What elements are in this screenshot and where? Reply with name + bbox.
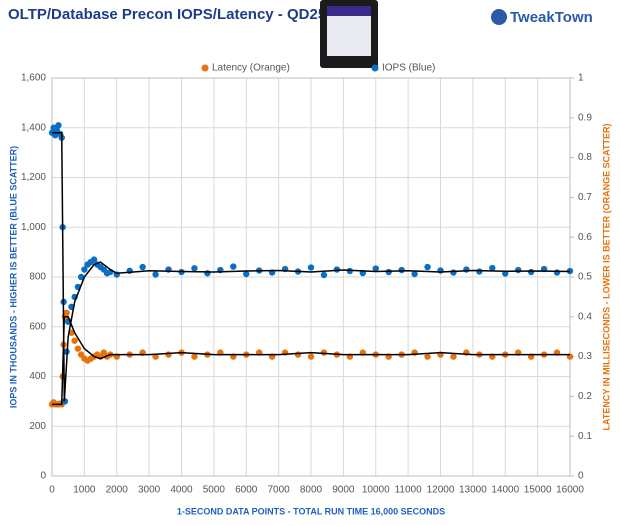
legend-label: IOPS (Blue) (382, 63, 435, 74)
y-tick-label: 0 (40, 471, 46, 482)
product-image (320, 0, 378, 68)
x-tick-label: 16000 (556, 485, 584, 496)
scatter-point (411, 270, 418, 278)
scatter-point (450, 353, 457, 360)
y2-tick-label: 0.6 (578, 232, 592, 243)
plot-frame (51, 77, 571, 477)
legend-label: Latency (Orange) (212, 63, 290, 74)
scatter-point (489, 264, 496, 272)
y2-tick-label: 0.8 (578, 152, 592, 163)
scatter-point (139, 263, 146, 271)
y-axis-label: IOPS IN THOUSANDS - HIGHER IS BETTER (BL… (8, 146, 18, 408)
y2-tick-label: 0.5 (578, 272, 592, 283)
scatter-point (307, 353, 315, 360)
y-tick-label: 200 (29, 421, 46, 432)
x-tick-label: 7000 (268, 485, 291, 496)
scatter-point (294, 351, 302, 358)
y2-tick-label: 0.7 (578, 192, 592, 203)
scatter-point (398, 266, 405, 274)
legend-marker (201, 64, 209, 72)
y-tick-label: 600 (29, 321, 46, 332)
y2-tick-label: 0.2 (578, 391, 592, 402)
scatter-point (74, 345, 82, 352)
x-tick-label: 10000 (362, 485, 390, 496)
x-axis-label: 1-SECOND DATA POINTS - TOTAL RUN TIME 16… (177, 506, 445, 516)
x-tick-label: 11000 (395, 485, 423, 496)
x-tick-label: 15000 (524, 485, 552, 496)
scatter-point (243, 270, 250, 278)
x-tick-label: 1000 (73, 485, 96, 496)
y2-axis-label: LATENCY IN MILLISECONDS - LOWER IS BETTE… (601, 123, 611, 430)
scatter-point (476, 268, 483, 275)
x-tick-label: 8000 (300, 485, 323, 496)
scatter-point (307, 264, 315, 271)
brand-logo (491, 9, 507, 25)
x-tick-label: 0 (49, 485, 55, 496)
y-tick-label: 1,000 (21, 222, 46, 233)
x-tick-label: 3000 (138, 485, 161, 496)
scatter-point (77, 273, 85, 281)
x-tick-label: 9000 (332, 485, 355, 496)
scatter-point (191, 353, 198, 360)
brand-name: TweakTown (510, 9, 593, 26)
x-tick-label: 4000 (170, 485, 193, 496)
trend-line (52, 316, 570, 406)
scatter-point (204, 270, 211, 277)
y-tick-label: 400 (29, 371, 46, 382)
scatter-point (320, 271, 328, 279)
scatter-point (424, 353, 431, 360)
scatter-point (385, 268, 392, 276)
y-tick-label: 1,600 (21, 73, 46, 84)
scatter-point (372, 265, 379, 272)
x-tick-label: 2000 (106, 485, 129, 496)
legend-marker (371, 64, 379, 72)
y-tick-label: 1,200 (21, 172, 46, 183)
scatter-point (230, 263, 237, 270)
y2-tick-label: 1 (578, 73, 584, 84)
scatter-point (450, 269, 457, 276)
y2-tick-label: 0.4 (578, 311, 592, 322)
y2-tick-label: 0.9 (578, 112, 592, 123)
scatter-point (515, 266, 522, 274)
scatter-point (52, 132, 59, 139)
scatter-point (165, 351, 172, 358)
chart-title: OLTP/Database Precon IOPS/Latency - QD25… (8, 6, 335, 23)
y-tick-label: 800 (29, 272, 46, 283)
scatter-point (90, 256, 98, 263)
x-tick-label: 12000 (427, 485, 455, 496)
y2-tick-label: 0.3 (578, 351, 592, 362)
scatter-point (63, 309, 70, 317)
x-tick-label: 13000 (459, 485, 487, 496)
x-tick-label: 5000 (203, 485, 226, 496)
scatter-point (463, 266, 470, 273)
scatter-point (152, 271, 159, 278)
scatter-point (553, 269, 561, 276)
y-tick-label: 1,400 (21, 122, 46, 133)
scatter-point (71, 337, 78, 344)
x-tick-label: 14000 (491, 485, 519, 496)
scatter-point (81, 266, 88, 273)
y2-tick-label: 0 (578, 471, 584, 482)
scatter-point (527, 268, 535, 276)
trend-line (52, 131, 571, 402)
y2-tick-label: 0.1 (578, 431, 592, 442)
scatter-point (424, 263, 431, 271)
scatter-point (333, 266, 341, 273)
x-tick-label: 6000 (235, 485, 258, 496)
scatter-point (191, 265, 198, 272)
scatter-point (55, 122, 62, 129)
